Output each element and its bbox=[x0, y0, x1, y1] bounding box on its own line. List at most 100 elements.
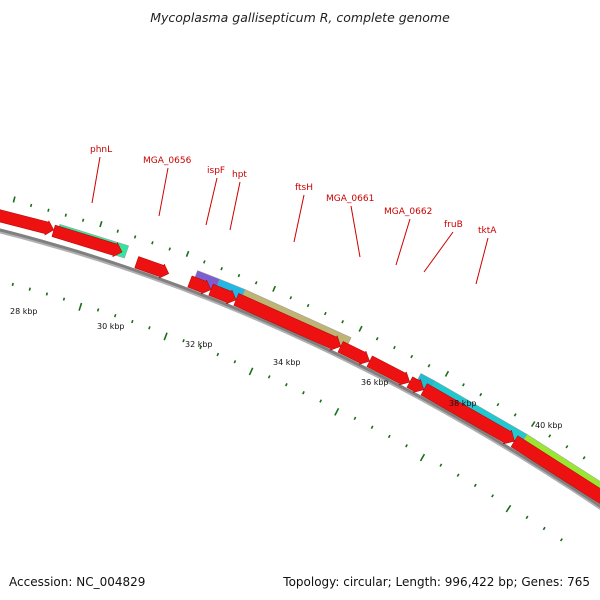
gene-label-phnl: phnL bbox=[90, 145, 112, 155]
upper-tick bbox=[479, 392, 483, 397]
gene-label-mga-0661: MGA_0661 bbox=[326, 194, 374, 204]
scale-tick bbox=[233, 360, 237, 364]
cds-arrow bbox=[366, 355, 411, 386]
scale-tick bbox=[439, 463, 443, 467]
scale-label: 40 kbp bbox=[535, 421, 563, 430]
upper-tick bbox=[375, 337, 379, 341]
upper-tick bbox=[306, 303, 310, 308]
upper-tick bbox=[496, 402, 500, 407]
cds-arrow bbox=[510, 435, 600, 505]
scale-tick bbox=[267, 375, 271, 379]
gene-leader-line bbox=[158, 167, 169, 217]
scale-tick bbox=[505, 504, 512, 513]
scale-tick bbox=[559, 538, 563, 542]
scale-tick bbox=[113, 313, 117, 318]
scale-tick bbox=[131, 319, 134, 324]
upper-tick bbox=[12, 196, 16, 203]
scale-tick bbox=[319, 399, 323, 403]
scale-tick bbox=[199, 345, 202, 350]
genome-backbone bbox=[0, 228, 600, 508]
upper-tick bbox=[29, 203, 33, 208]
scale-tick bbox=[62, 297, 66, 301]
scale-tick bbox=[370, 425, 374, 429]
scale-tick bbox=[419, 453, 426, 462]
gene-leader-line bbox=[293, 194, 305, 243]
scale-tick bbox=[473, 483, 477, 488]
scale-label: 38 kbp bbox=[449, 399, 477, 408]
cds-arrow bbox=[337, 341, 370, 365]
scale-tick bbox=[28, 287, 31, 291]
genome-summary-text: Topology: circular; Length: 996,422 bp; … bbox=[283, 575, 590, 589]
scale-tick bbox=[491, 494, 494, 498]
gene-label-hpt: hpt bbox=[232, 170, 247, 180]
cds-arrow bbox=[187, 275, 212, 295]
upper-tick bbox=[254, 281, 258, 285]
upper-tick bbox=[530, 421, 536, 428]
gene-leader-line bbox=[395, 218, 411, 266]
gene-leader-line bbox=[229, 181, 241, 231]
gene-leader-line bbox=[475, 237, 489, 285]
upper-tick bbox=[203, 260, 206, 264]
upper-tick bbox=[64, 213, 67, 217]
gene-leader-line bbox=[350, 205, 361, 258]
gene-label-tkta: tktA bbox=[478, 226, 497, 236]
upper-tick bbox=[410, 354, 414, 359]
scale-label: 36 kbp bbox=[361, 378, 389, 387]
upper-tick bbox=[358, 325, 363, 332]
upper-tick bbox=[548, 434, 552, 438]
scale-tick bbox=[284, 383, 288, 387]
scale-tick bbox=[45, 292, 49, 296]
scale-tick bbox=[96, 308, 100, 312]
scale-label: 28 kbp bbox=[10, 307, 38, 316]
upper-tick bbox=[272, 285, 277, 292]
scale-tick bbox=[248, 367, 254, 376]
scale-tick bbox=[405, 444, 408, 448]
gene-leader-line bbox=[423, 231, 454, 273]
upper-tick bbox=[99, 221, 103, 228]
scale-tick bbox=[525, 515, 529, 520]
scale-tick bbox=[387, 434, 391, 439]
scale-label: 30 kbp bbox=[97, 322, 125, 331]
gene-label-mga-0662: MGA_0662 bbox=[384, 207, 432, 217]
scale-tick bbox=[542, 526, 546, 531]
scale-tick bbox=[78, 302, 83, 311]
upper-tick bbox=[462, 383, 465, 387]
upper-tick bbox=[323, 311, 327, 316]
cds-arrow bbox=[51, 224, 123, 258]
backbone-shadow bbox=[0, 229, 600, 510]
upper-tick bbox=[427, 364, 431, 368]
gene-label-frub: fruB bbox=[444, 220, 463, 230]
gene-leader-line bbox=[205, 177, 218, 226]
cds-arrow bbox=[0, 209, 55, 236]
cds-arrow bbox=[134, 256, 170, 279]
gene-label-ispf: ispF bbox=[207, 166, 225, 176]
upper-tick bbox=[393, 345, 396, 350]
cds-arrow bbox=[420, 383, 515, 445]
upper-tick bbox=[81, 218, 85, 222]
scale-label: 32 kbp bbox=[185, 340, 213, 349]
upper-tick bbox=[133, 235, 137, 239]
scale-label: 34 kbp bbox=[273, 358, 301, 367]
upper-tick bbox=[582, 456, 586, 460]
scale-tick bbox=[11, 282, 14, 287]
map-title: Mycoplasma gallisepticum R, complete gen… bbox=[150, 10, 450, 25]
scale-tick bbox=[353, 416, 357, 421]
gene-label-mga-0656: MGA_0656 bbox=[143, 156, 192, 166]
cds-arrow bbox=[208, 283, 237, 305]
upper-tick bbox=[513, 413, 517, 417]
gene-leader-line bbox=[91, 156, 101, 204]
cds-arrow bbox=[406, 376, 425, 393]
gene-label-ftsh: ftsH bbox=[295, 183, 313, 193]
scale-tick bbox=[302, 391, 305, 395]
scale-tick bbox=[334, 407, 340, 416]
upper-tick bbox=[444, 370, 450, 377]
scale-tick bbox=[216, 352, 220, 357]
scale-tick bbox=[182, 339, 185, 343]
scale-tick bbox=[163, 332, 168, 341]
upper-tick bbox=[47, 208, 50, 212]
upper-tick bbox=[151, 241, 154, 245]
upper-tick bbox=[185, 250, 190, 257]
upper-tick bbox=[341, 320, 345, 324]
upper-tick bbox=[565, 445, 569, 449]
